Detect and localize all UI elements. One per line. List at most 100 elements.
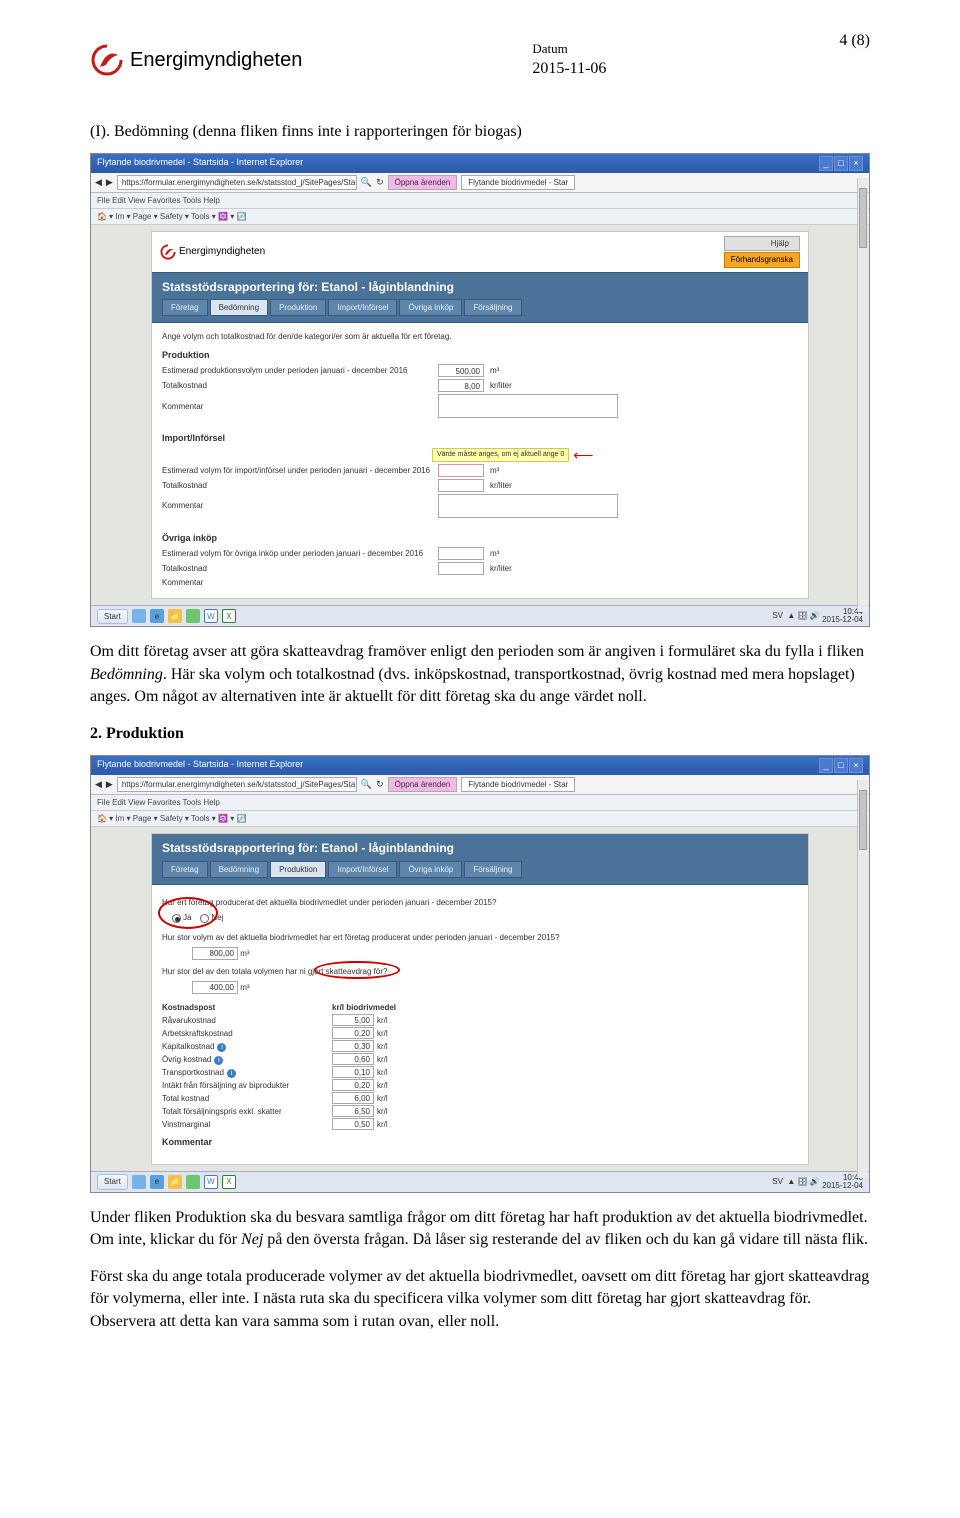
tab-oppna-arenden[interactable]: Öppna ärenden: [388, 777, 458, 792]
tab-forsaljning[interactable]: Försäljning: [464, 299, 521, 316]
q2-input[interactable]: 800,00: [192, 947, 238, 960]
cost-row-input[interactable]: 0,20: [332, 1079, 374, 1091]
tab-flytande[interactable]: Flytande biodrivmedel - Star: [461, 175, 575, 190]
imp-cost-label: Totalkostnad: [162, 480, 432, 491]
red-arrow-icon: ⟵: [573, 451, 593, 459]
section-i-heading: (I). Bedömning (denna fliken finns inte …: [90, 121, 870, 143]
url-field[interactable]: https://formular.energimyndigheten.se/k/…: [117, 175, 357, 190]
minimize-icon[interactable]: _: [819, 156, 833, 171]
info-icon[interactable]: i: [227, 1069, 236, 1078]
folder-icon[interactable]: 📁: [168, 1175, 182, 1189]
tab-ovriga[interactable]: Övriga inköp: [399, 861, 462, 878]
ie-icon[interactable]: e: [150, 1175, 164, 1189]
info-icon[interactable]: i: [217, 1043, 226, 1052]
taskbar-icon[interactable]: [132, 609, 146, 623]
start-button[interactable]: Start: [97, 1174, 128, 1189]
tab-forsaljning[interactable]: Försäljning: [464, 861, 521, 878]
window-buttons: _□×: [818, 156, 863, 171]
tab-import[interactable]: Import/Införsel: [328, 861, 397, 878]
imp-vol-label: Estimerad volym för import/införsel unde…: [162, 465, 432, 476]
imp-comment-input[interactable]: [438, 494, 618, 518]
imp-comment-label: Kommentar: [162, 500, 432, 511]
tab-foretag[interactable]: Företag: [162, 861, 208, 878]
produktion-paragraph-1: Under fliken Produktion ska du besvara s…: [90, 1207, 870, 1252]
cost-row-input[interactable]: 0,30: [332, 1040, 374, 1052]
preview-button[interactable]: Förhandsgranska: [724, 252, 800, 267]
cost-row-unit: kr/l: [377, 1093, 388, 1104]
ovr-cost-input[interactable]: [438, 562, 484, 575]
taskbar-right: SV ▲ 🗄 🔊 10:44 2015-12-04: [772, 608, 863, 624]
scrollbar[interactable]: [857, 178, 868, 612]
cost-row-unit: kr/l: [377, 1054, 388, 1065]
maximize-icon[interactable]: □: [834, 156, 848, 171]
cost-row-input[interactable]: 5,00: [332, 1014, 374, 1026]
info-icon[interactable]: i: [214, 1056, 223, 1065]
inner-logo: Energimyndigheten: [160, 244, 265, 260]
search-icon[interactable]: 🔍: [361, 778, 372, 791]
forward-icon[interactable]: ▶: [106, 778, 113, 791]
cost-row-input[interactable]: 0,50: [332, 1118, 374, 1130]
cost-row: Totalt försäljningspris exkl. skatter6,5…: [162, 1105, 798, 1117]
folder-icon[interactable]: 📁: [168, 609, 182, 623]
cost-row-input[interactable]: 0,60: [332, 1053, 374, 1065]
excel-icon[interactable]: X: [222, 1175, 236, 1189]
lang-indicator[interactable]: SV: [772, 612, 783, 621]
tab-bedomning[interactable]: Bedömning: [210, 861, 268, 878]
cost-row-input[interactable]: 0,20: [332, 1027, 374, 1039]
cost-table: Kostnadspost kr/l biodrivmedel Råvarukos…: [162, 1002, 798, 1130]
minimize-icon[interactable]: _: [819, 758, 833, 773]
back-icon[interactable]: ◀: [95, 778, 102, 791]
prod-comment-input[interactable]: [438, 394, 618, 418]
word-icon[interactable]: W: [204, 1175, 218, 1189]
cost-row-input[interactable]: 0,10: [332, 1066, 374, 1078]
tab-produktion[interactable]: Produktion: [270, 299, 326, 316]
forward-icon[interactable]: ▶: [106, 176, 113, 189]
cost-row-input[interactable]: 6,00: [332, 1092, 374, 1104]
app-icon[interactable]: [186, 1175, 200, 1189]
close-icon[interactable]: ×: [849, 758, 863, 773]
cost-row: Övrig kostnadi0,60kr/l: [162, 1053, 798, 1065]
word-icon[interactable]: W: [204, 609, 218, 623]
app-icon[interactable]: [186, 609, 200, 623]
search-icon[interactable]: 🔍: [361, 176, 372, 189]
produktion-paragraph-2: Först ska du ange totala producerade vol…: [90, 1266, 870, 1333]
imp-cost-input[interactable]: [438, 479, 484, 492]
refresh-icon[interactable]: ↻: [376, 176, 384, 189]
logo-icon: [90, 43, 124, 77]
inner-logo-text: Energimyndigheten: [179, 245, 265, 259]
start-button[interactable]: Start: [97, 609, 128, 624]
cost-row-label: Transportkostnadi: [162, 1067, 332, 1078]
tab-produktion[interactable]: Produktion: [270, 861, 326, 878]
ovr-cost-label: Totalkostnad: [162, 563, 432, 574]
maximize-icon[interactable]: □: [834, 758, 848, 773]
cost-row-unit: kr/l: [377, 1080, 388, 1091]
taskbar-icon[interactable]: [132, 1175, 146, 1189]
refresh-icon[interactable]: ↻: [376, 778, 384, 791]
cost-row-input[interactable]: 6,50: [332, 1105, 374, 1117]
banner-title: Statsstödsrapportering för: Etanol - låg…: [162, 840, 798, 857]
close-icon[interactable]: ×: [849, 156, 863, 171]
ie-icon[interactable]: e: [150, 609, 164, 623]
q3-input[interactable]: 400,00: [192, 981, 238, 994]
tab-ovriga[interactable]: Övriga inköp: [399, 299, 462, 316]
lang-indicator[interactable]: SV: [772, 1177, 783, 1186]
prod-cost-input[interactable]: 8,00: [438, 379, 484, 392]
url-field[interactable]: https://formular.energimyndigheten.se/k/…: [117, 777, 357, 792]
excel-icon[interactable]: X: [222, 609, 236, 623]
tab-flytande[interactable]: Flytande biodrivmedel - Star: [461, 777, 575, 792]
warning-badge: Värde måste anges, om ej aktuell ange 0: [432, 448, 569, 462]
imp-vol-input[interactable]: [438, 464, 484, 477]
cost-row-unit: kr/l: [377, 1015, 388, 1026]
tab-bedomning[interactable]: Bedömning: [210, 299, 268, 316]
datum-value: 2015-11-06: [532, 58, 606, 80]
tab-import[interactable]: Import/Införsel: [328, 299, 397, 316]
prod-vol-input[interactable]: 500,00: [438, 364, 484, 377]
ovr-vol-input[interactable]: [438, 547, 484, 560]
tab-oppna-arenden[interactable]: Öppna ärenden: [388, 175, 458, 190]
tab-foretag[interactable]: Företag: [162, 299, 208, 316]
cost-header-2: kr/l biodrivmedel: [332, 1002, 396, 1013]
scrollbar[interactable]: [857, 780, 868, 1178]
back-icon[interactable]: ◀: [95, 176, 102, 189]
form-tabs: Företag Bedömning Produktion Import/Infö…: [162, 299, 798, 316]
help-button[interactable]: Hjälp: [724, 236, 800, 251]
